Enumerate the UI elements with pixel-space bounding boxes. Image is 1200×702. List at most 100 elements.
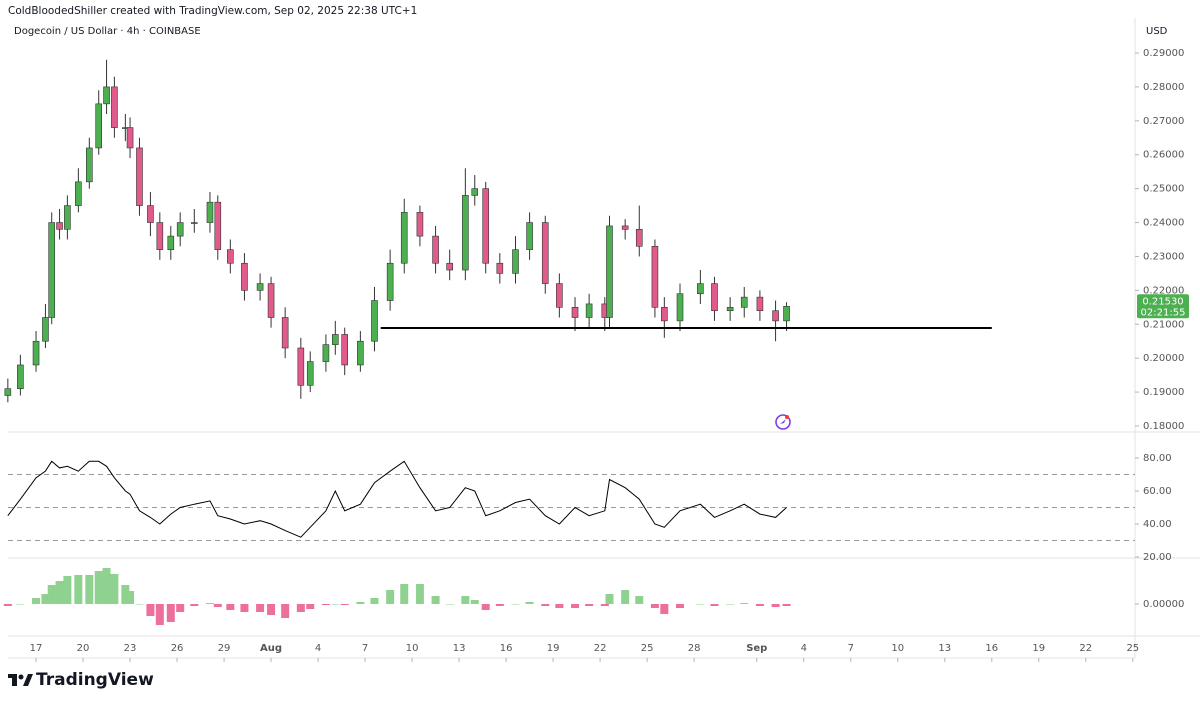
histogram-bar	[102, 568, 111, 604]
header: ColdBloodedShiller created with TradingV…	[8, 5, 417, 17]
x-tick-label: 25	[1126, 643, 1139, 654]
candle-body	[726, 307, 734, 312]
x-tick-label: 19	[547, 643, 560, 654]
pane: 80.00 60.00 40.00 20.00	[7, 453, 1172, 563]
candle-body	[256, 283, 264, 291]
y-tick-label: 0.26000	[1143, 150, 1184, 161]
candle-body	[711, 283, 718, 312]
histogram-bar	[541, 604, 550, 606]
histogram-bar	[605, 594, 614, 604]
candle-body	[482, 188, 490, 264]
candle-body	[585, 303, 593, 318]
histogram-bar	[126, 591, 135, 604]
y-tick-label: 0.28000	[1143, 82, 1184, 93]
candle-body	[56, 222, 63, 230]
x-tick-label: 22	[1079, 643, 1092, 654]
histogram-bar	[461, 596, 470, 604]
candle-body	[526, 222, 533, 250]
histogram-bar	[676, 604, 685, 608]
histogram-bar	[155, 604, 164, 625]
candle-body	[697, 283, 704, 295]
histogram-bar	[386, 590, 395, 604]
x-tick-label: 17	[30, 643, 43, 654]
x-tick-label: 13	[938, 643, 951, 654]
histogram-bar	[94, 571, 103, 604]
x-tick-label: 16	[500, 643, 513, 654]
candle-body	[190, 222, 198, 224]
x-tick-label: Sep	[746, 643, 767, 654]
candle-body	[306, 361, 314, 386]
histogram-bar	[306, 604, 315, 609]
candle-body	[42, 317, 49, 342]
x-tick-label: 22	[594, 643, 607, 654]
candle-body	[541, 222, 549, 284]
candle-body	[462, 195, 469, 271]
histogram-bar	[555, 604, 564, 608]
x-tick-label: 4	[801, 643, 807, 654]
histogram-bar	[226, 604, 235, 610]
histogram-bar	[190, 604, 199, 606]
candle-body	[17, 364, 24, 389]
candle-body	[471, 188, 479, 196]
histogram-bar	[525, 602, 534, 604]
x-tick-label: Aug	[260, 643, 282, 654]
histogram-bar	[205, 603, 214, 604]
y-tick-label: 0.21000	[1143, 319, 1184, 330]
candle-body	[64, 205, 71, 230]
y-tick-label: 80.00	[1143, 453, 1172, 464]
histogram-bar	[135, 604, 144, 605]
candle-body	[496, 262, 504, 274]
histogram-bar	[585, 604, 594, 606]
candle-body	[571, 307, 579, 318]
candle-body	[4, 388, 12, 396]
candle-body	[676, 293, 684, 322]
y-tick-label: 0.00000	[1143, 599, 1184, 610]
symbol-title: Dogecoin / US Dollar · 4h · COINBASE	[14, 26, 201, 37]
countdown: 02:21:55	[1141, 307, 1186, 318]
pane: 0.00000	[3, 568, 1184, 625]
candle-body	[386, 262, 394, 301]
candle-body	[635, 229, 643, 247]
candle-body	[227, 249, 234, 264]
histogram-bar	[481, 604, 490, 610]
histogram-bar	[240, 604, 249, 612]
candle-body	[432, 235, 439, 264]
candle-body	[111, 86, 118, 128]
histogram-bar	[331, 604, 340, 605]
y-tick-label: 40.00	[1143, 519, 1172, 530]
candle-body	[651, 245, 659, 308]
candle-body	[512, 249, 519, 274]
candle-body	[281, 317, 289, 349]
x-tick-label: 23	[124, 643, 137, 654]
logo-mark	[8, 674, 33, 686]
x-tick-label: 20	[77, 643, 90, 654]
histogram-bar	[600, 604, 609, 606]
candle-body	[416, 212, 424, 237]
x-tick-label: 10	[406, 643, 419, 654]
histogram-bar	[635, 596, 644, 604]
y-tick-label: 0.27000	[1143, 116, 1184, 127]
histogram-bar	[511, 604, 520, 605]
histogram-bar	[256, 604, 265, 612]
histogram-bar	[495, 604, 504, 606]
x-tick-label: 7	[848, 643, 854, 654]
candle-body	[48, 222, 56, 318]
x-tick-label: 28	[688, 643, 701, 654]
histogram-bar	[415, 584, 424, 604]
histogram-bar	[431, 596, 440, 604]
candle-body	[322, 344, 330, 362]
x-tick-label: 13	[453, 643, 466, 654]
candle-body	[783, 305, 790, 322]
rsi-line	[7, 460, 787, 538]
y-tick-label: 0.19000	[1143, 387, 1184, 398]
candle-body	[241, 262, 248, 291]
histogram-bar	[370, 598, 379, 604]
candle-body	[661, 307, 668, 322]
y-tick-label: 0.25000	[1143, 184, 1184, 195]
histogram-bar	[696, 604, 705, 605]
candle-body	[126, 127, 134, 149]
x-tick-label: 4	[315, 643, 321, 654]
histogram-bar	[55, 581, 64, 604]
histogram-bar	[650, 604, 659, 608]
price-label: 0.21530	[1142, 296, 1183, 307]
